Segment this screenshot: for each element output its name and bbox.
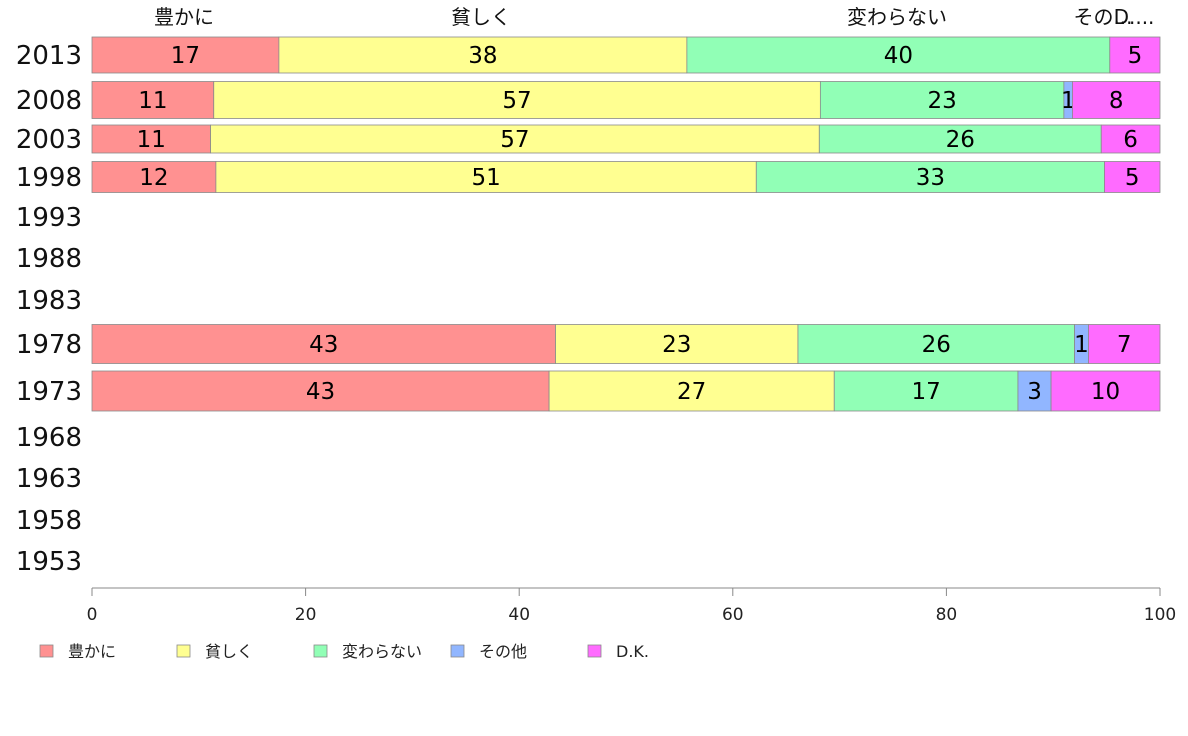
y-tick-label: 1973 (16, 377, 82, 407)
bar-segment (1088, 324, 1161, 364)
y-tick-label: 1993 (16, 203, 82, 233)
data-label: 51 (471, 165, 500, 191)
x-tick-label: 80 (936, 605, 958, 625)
data-label: 43 (306, 379, 335, 405)
bar-segment (91, 370, 550, 412)
top-series-label: 豊かに (154, 5, 214, 29)
x-tick-label: 100 (1144, 605, 1176, 625)
x-tick-label: 40 (508, 605, 530, 625)
bar-segment (1017, 370, 1052, 412)
bar-segment (1100, 124, 1161, 154)
data-label: 57 (500, 127, 529, 153)
data-label: 17 (911, 379, 940, 405)
data-label: 38 (468, 43, 497, 69)
data-label: 26 (922, 332, 951, 358)
legend-label: 貧しく (205, 642, 253, 661)
legend-label: 変わらない (342, 642, 422, 661)
bar-segment (91, 161, 217, 193)
y-tick-label: 1983 (16, 286, 82, 316)
top-series-label: 貧しく (451, 5, 511, 29)
y-tick-label: 1953 (16, 547, 82, 577)
data-label: 1 (1074, 332, 1089, 358)
bar-segment (91, 81, 215, 119)
data-label: 11 (137, 127, 166, 153)
data-label: 17 (171, 43, 200, 69)
bar-segment (278, 36, 688, 74)
data-label: 10 (1091, 379, 1120, 405)
data-label: 5 (1128, 43, 1143, 69)
top-series-label: 変わらない (847, 5, 947, 29)
bar-segment (91, 324, 556, 364)
data-label: 6 (1123, 127, 1138, 153)
legend-swatch (587, 644, 602, 658)
data-label: 43 (309, 332, 338, 358)
bar-segment (91, 124, 211, 154)
bar-segment (91, 36, 280, 74)
bar-segment (819, 81, 1065, 119)
top-series-label: その... (1073, 5, 1132, 29)
bar-segment (818, 124, 1102, 154)
x-tick-label: 60 (722, 605, 744, 625)
x-tick-label: 20 (295, 605, 317, 625)
data-label: 40 (884, 43, 913, 69)
legend-swatch (176, 644, 191, 658)
y-tick-label: 2008 (16, 86, 82, 116)
bar-segment (1104, 161, 1161, 193)
legend-swatch (39, 644, 54, 658)
bar-segment (797, 324, 1075, 364)
data-label: 33 (916, 165, 945, 191)
bar-segment (755, 161, 1105, 193)
y-tick-label: 1968 (16, 423, 82, 453)
data-label: 11 (138, 88, 167, 114)
data-label: 1 (1061, 88, 1076, 114)
data-label: 57 (502, 88, 531, 114)
y-tick-label: 2013 (16, 41, 82, 71)
legend-label: その他 (479, 642, 527, 661)
bar-segment (1072, 81, 1161, 119)
data-label: 7 (1117, 332, 1132, 358)
y-tick-label: 1958 (16, 506, 82, 536)
data-label: 8 (1109, 88, 1124, 114)
top-series-label: D.... (1114, 5, 1155, 29)
bar-segment (1050, 370, 1161, 412)
y-tick-label: 2003 (16, 125, 82, 155)
bar-segment (548, 370, 835, 412)
bar-segment (686, 36, 1111, 74)
y-tick-label: 1978 (16, 330, 82, 360)
legend-label: 豊かに (68, 642, 116, 661)
y-tick-label: 1963 (16, 464, 82, 494)
legend-swatch (450, 644, 465, 658)
y-tick-label: 1998 (16, 163, 82, 193)
bar-segment (210, 124, 820, 154)
bar-segment (213, 81, 821, 119)
legend-label: D.K. (616, 642, 649, 661)
data-label: 12 (139, 165, 168, 191)
legend-swatch (313, 644, 328, 658)
bar-segment (833, 370, 1019, 412)
data-label: 5 (1125, 165, 1140, 191)
data-label: 27 (677, 379, 706, 405)
data-label: 26 (946, 127, 975, 153)
data-label: 23 (927, 88, 956, 114)
bar-segment (1109, 36, 1161, 74)
x-tick-label: 0 (87, 605, 98, 625)
bar-segment (215, 161, 757, 193)
data-label: 23 (662, 332, 691, 358)
data-label: 3 (1027, 379, 1042, 405)
y-tick-label: 1988 (16, 244, 82, 274)
